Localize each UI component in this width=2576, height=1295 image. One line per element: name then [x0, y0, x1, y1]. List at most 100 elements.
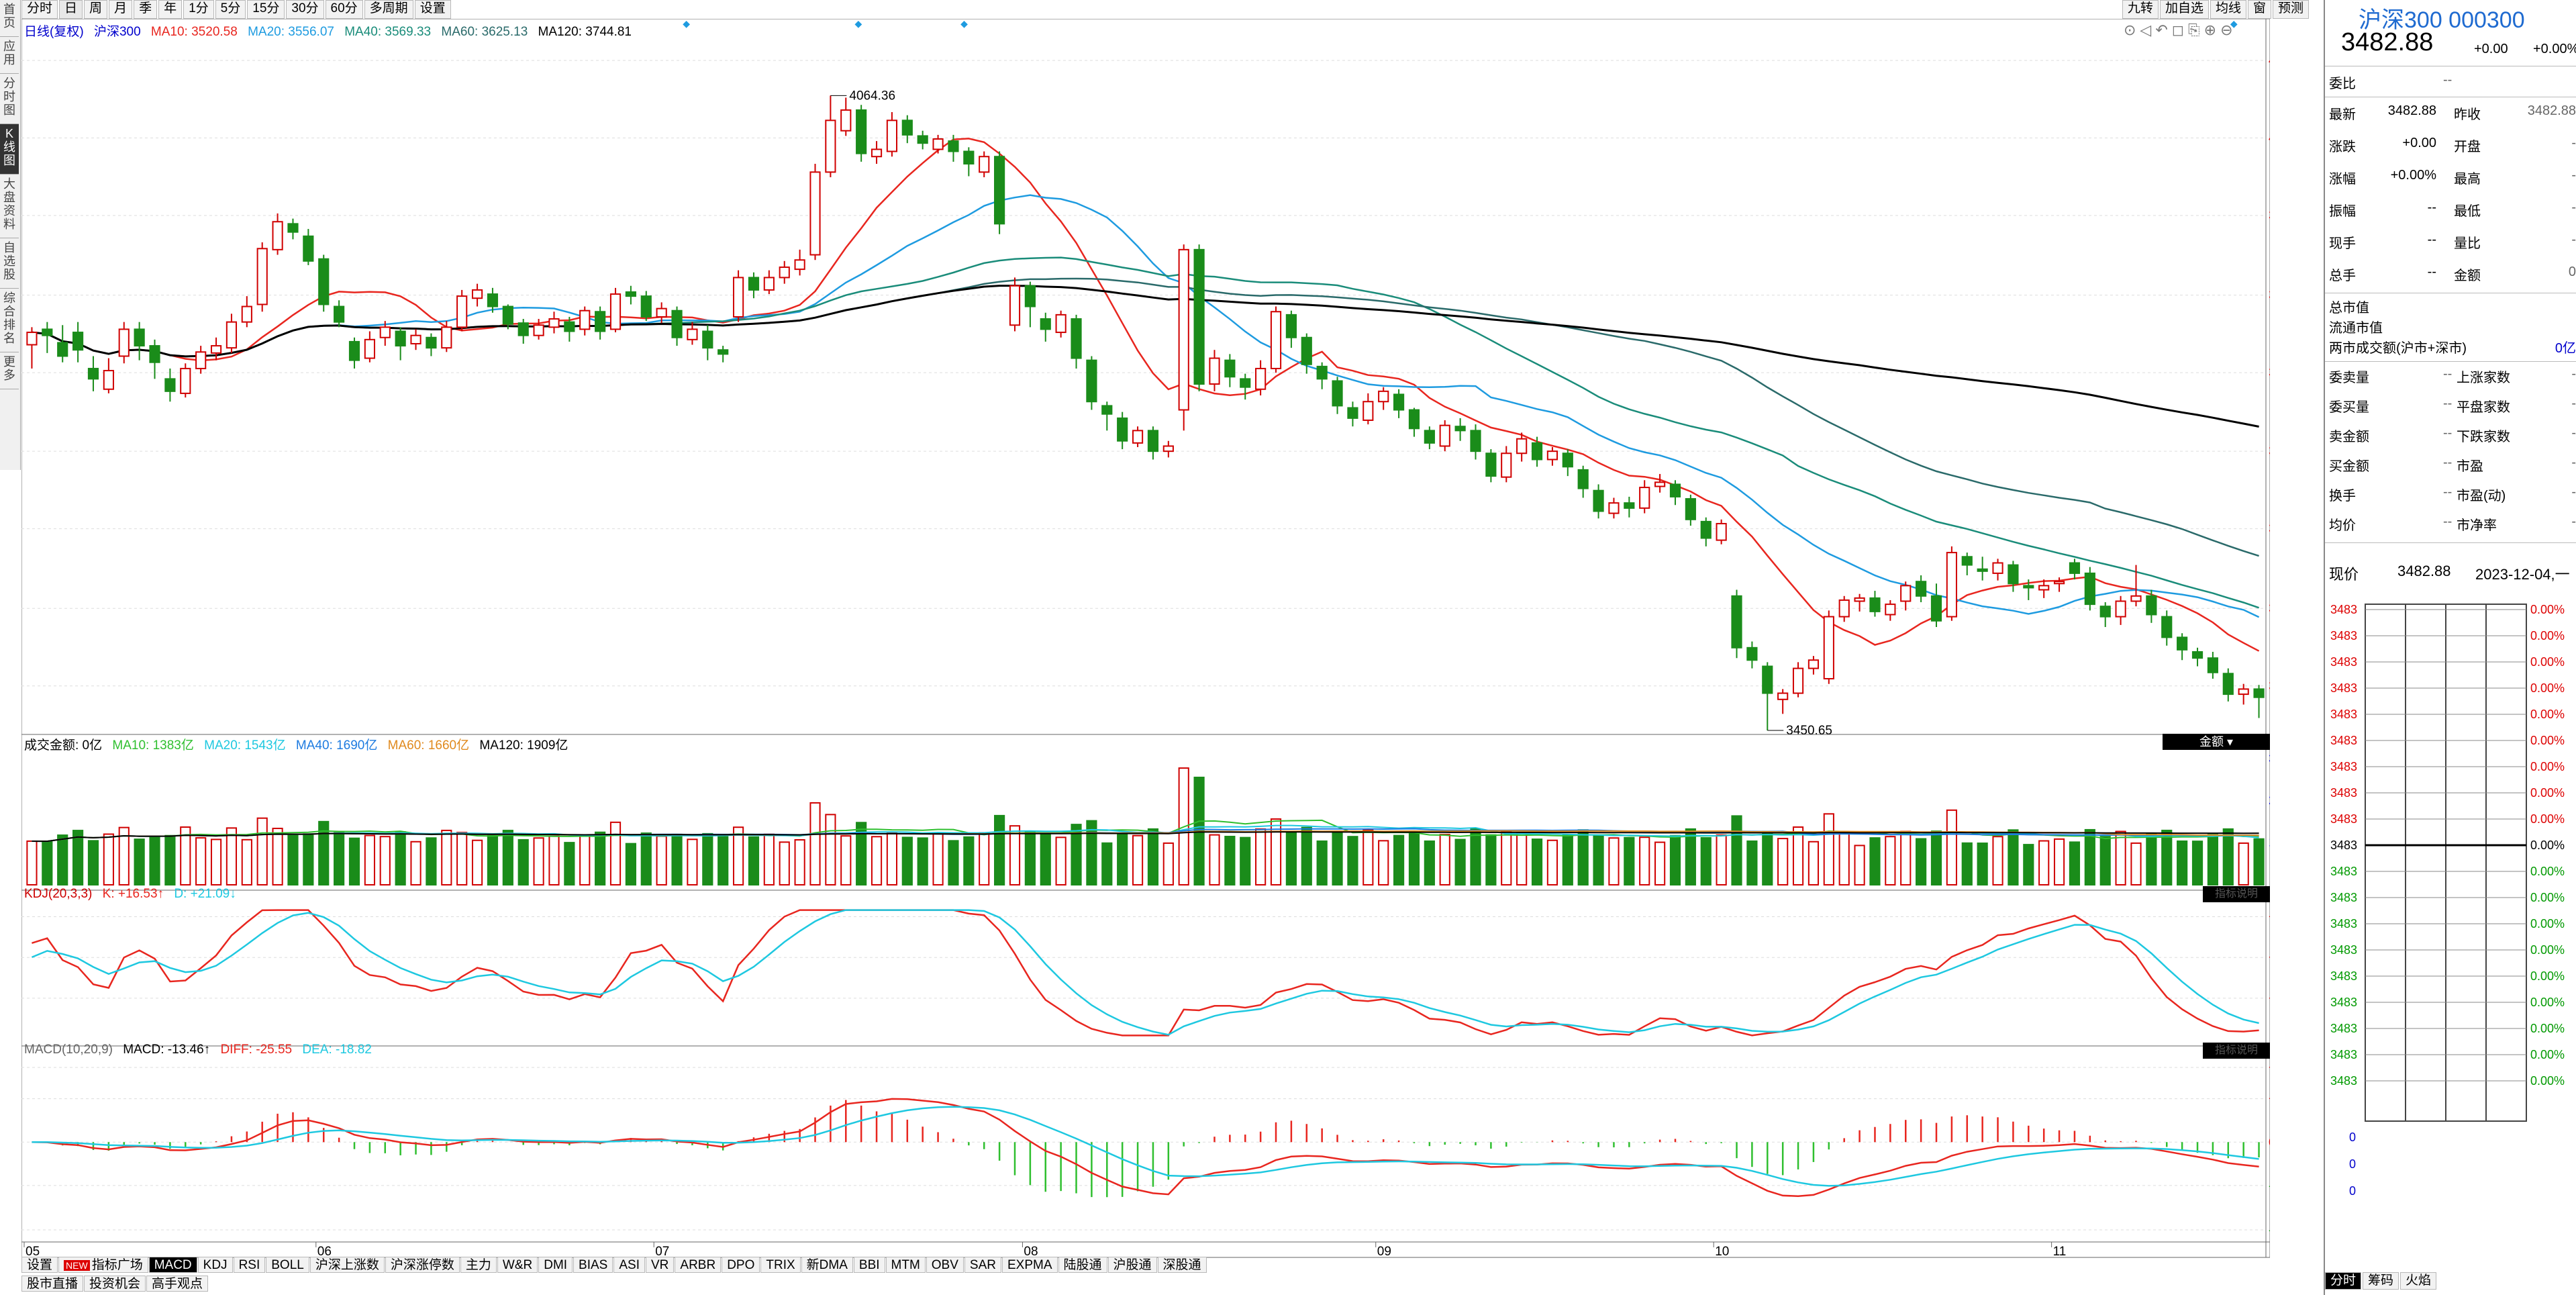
candle-body-141[interactable] — [2191, 651, 2203, 659]
volume-bar-46[interactable] — [732, 826, 744, 886]
volume-bar-22[interactable] — [364, 834, 375, 885]
indicator-tab-4[interactable]: RSI — [233, 1257, 266, 1273]
candle-body-91[interactable] — [1424, 430, 1435, 444]
volume-bar-137[interactable] — [2130, 842, 2142, 885]
candle-body-14[interactable] — [241, 305, 252, 323]
volume-bar-97[interactable] — [1516, 832, 1528, 885]
volume-bar-5[interactable] — [103, 833, 114, 885]
candle-body-85[interactable] — [1332, 380, 1343, 407]
volume-bar-128[interactable] — [1992, 836, 2003, 886]
candle-body-112[interactable] — [1746, 646, 1758, 661]
candle-body-145[interactable] — [2253, 688, 2265, 698]
volume-bar-15[interactable] — [256, 817, 268, 886]
period-button-2[interactable]: 周 — [84, 0, 108, 19]
volume-bar-66[interactable] — [1040, 833, 1051, 886]
candle-body-103[interactable] — [1608, 502, 1620, 514]
period-button-9[interactable]: 30分 — [286, 0, 324, 19]
volume-bar-117[interactable] — [1823, 813, 1834, 886]
period-button-0[interactable]: 分时 — [21, 0, 58, 19]
volume-bar-13[interactable] — [226, 827, 238, 886]
candle-body-118[interactable] — [1838, 599, 1850, 618]
candle-body-48[interactable] — [763, 277, 775, 291]
volume-bar-32[interactable] — [517, 838, 529, 886]
indicator-tab-20[interactable]: OBV — [926, 1257, 964, 1273]
volume-bar-133[interactable] — [2069, 841, 2081, 886]
footer-tab-2[interactable]: 高手观点 — [146, 1276, 209, 1292]
volume-bar-119[interactable] — [1854, 845, 1865, 886]
indicator-tab-24[interactable]: 沪股通 — [1107, 1257, 1157, 1273]
candle-body-32[interactable] — [517, 322, 529, 336]
candle-body-8[interactable] — [149, 345, 160, 363]
quote-tab-0[interactable]: 分时 — [2325, 1272, 2362, 1290]
volume-bar-82[interactable] — [1285, 831, 1297, 885]
candle-body-116[interactable] — [1807, 659, 1820, 669]
candle-body-43[interactable] — [687, 328, 698, 340]
volume-bar-28[interactable] — [456, 832, 468, 886]
indicator-tab-15[interactable]: DPO — [722, 1257, 760, 1273]
volume-bar-57[interactable] — [901, 836, 913, 885]
volume-bar-112[interactable] — [1746, 840, 1758, 886]
candle-body-0[interactable] — [26, 332, 38, 346]
volume-bar-86[interactable] — [1347, 836, 1358, 886]
candle-body-55[interactable] — [871, 148, 883, 158]
volume-bar-122[interactable] — [1900, 830, 1912, 885]
period-button-5[interactable]: 年 — [158, 0, 183, 19]
volume-bar-104[interactable] — [1624, 836, 1635, 885]
volume-bar-93[interactable] — [1454, 838, 1466, 885]
candle-body-137[interactable] — [2130, 595, 2142, 602]
candle-body-47[interactable] — [748, 277, 760, 291]
volume-bar-60[interactable] — [948, 840, 959, 885]
volume-bar-84[interactable] — [1316, 840, 1328, 886]
footer-tab-1[interactable]: 投资机会 — [84, 1276, 146, 1292]
candle-body-44[interactable] — [702, 330, 713, 349]
volume-bar-91[interactable] — [1424, 840, 1435, 886]
candle-body-52[interactable] — [825, 119, 836, 173]
period-button-3[interactable]: 月 — [109, 0, 133, 19]
volume-bar-64[interactable] — [1009, 825, 1021, 885]
volume-bar-145[interactable] — [2253, 838, 2265, 886]
volume-bar-49[interactable] — [779, 841, 790, 886]
volume-bar-63[interactable] — [994, 814, 1005, 885]
period-button-4[interactable]: 季 — [134, 0, 158, 19]
candle-body-126[interactable] — [1961, 556, 1973, 566]
volume-selector[interactable]: 金额 ▾ — [2163, 734, 2270, 750]
volume-bar-35[interactable] — [564, 842, 575, 886]
volume-bar-140[interactable] — [2177, 840, 2188, 886]
candle-body-96[interactable] — [1501, 452, 1512, 478]
left-tab-2[interactable]: 分时图 — [0, 74, 19, 124]
candle-body-113[interactable] — [1762, 665, 1773, 694]
indicator-tab-1[interactable]: NEW 指标广场 — [58, 1257, 148, 1273]
candle-body-115[interactable] — [1792, 667, 1804, 694]
candle-body-7[interactable] — [134, 328, 145, 347]
volume-bar-126[interactable] — [1961, 842, 1973, 886]
indicator-tab-14[interactable]: ARBR — [675, 1257, 722, 1273]
volume-bar-107[interactable] — [1669, 834, 1681, 886]
candle-body-54[interactable] — [856, 109, 867, 154]
volume-bar-11[interactable] — [195, 837, 207, 886]
volume-bar-54[interactable] — [856, 822, 867, 885]
event-marker-2[interactable]: ◆ — [960, 19, 968, 29]
candle-body-26[interactable] — [426, 336, 437, 349]
volume-bar-56[interactable] — [886, 832, 898, 886]
candle-body-69[interactable] — [1086, 359, 1097, 403]
volume-bar-43[interactable] — [687, 838, 698, 885]
volume-bar-81[interactable] — [1270, 818, 1282, 885]
candle-body-122[interactable] — [1900, 585, 1912, 602]
candle-body-80[interactable] — [1255, 367, 1267, 390]
indicator-tab-2[interactable]: MACD — [148, 1257, 197, 1273]
candle-body-46[interactable] — [732, 277, 744, 318]
candle-body-136[interactable] — [2115, 600, 2126, 618]
period-button-12[interactable]: 设置 — [414, 0, 451, 19]
kline-chart[interactable]: 4098 4023 3948 3871 3796 3720 3645 3568 3493 4064… — [21, 19, 2270, 1261]
candle-body-119[interactable] — [1854, 597, 1865, 602]
volume-bar-114[interactable] — [1777, 838, 1789, 885]
candle-body-1[interactable] — [42, 328, 53, 336]
candle-body-2[interactable] — [57, 342, 68, 357]
candle-body-111[interactable] — [1731, 595, 1742, 649]
candle-body-61[interactable] — [963, 150, 975, 165]
candle-body-6[interactable] — [118, 328, 130, 357]
volume-bar-108[interactable] — [1685, 828, 1696, 885]
volume-bar-0[interactable] — [26, 840, 38, 886]
volume-bar-99[interactable] — [1546, 839, 1558, 885]
candle-body-86[interactable] — [1347, 407, 1358, 419]
